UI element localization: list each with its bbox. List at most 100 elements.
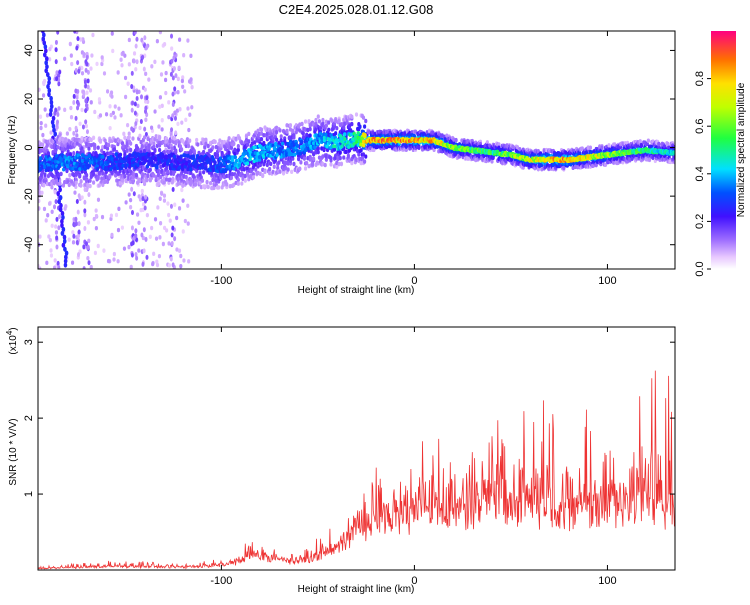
spectrogram-cell xyxy=(59,202,63,209)
spectrogram-cell xyxy=(128,164,132,169)
spectrogram-cell xyxy=(170,58,174,64)
spectrogram-cell xyxy=(108,125,112,131)
spectrogram-cell xyxy=(211,145,215,150)
spectrogram-cell xyxy=(337,118,341,123)
spectrogram-cell xyxy=(60,222,64,228)
spectrogram-cell xyxy=(295,143,300,148)
spectrogram-cell xyxy=(55,76,59,82)
spectrogram-cell xyxy=(588,145,593,150)
spectrogram-cell xyxy=(227,136,231,141)
spectrogram-cell xyxy=(173,136,177,141)
spectrogram-cell xyxy=(184,117,188,123)
spectrogram-cell xyxy=(38,198,41,204)
spectrogram-cell xyxy=(166,201,170,206)
spectrogram-cell xyxy=(134,233,138,239)
spectrogram-cell xyxy=(54,59,58,65)
spectrogram-cell xyxy=(69,115,74,120)
spectrogram-cell xyxy=(133,101,137,107)
spectrogram-cell xyxy=(639,142,644,148)
spectrogram-cell xyxy=(147,152,151,157)
spectrogram-cell xyxy=(171,75,175,81)
spectrogram-cell xyxy=(122,246,127,251)
spectrogram-cell xyxy=(75,198,79,204)
spectrogram-cell xyxy=(142,66,146,72)
spectrogram-cell xyxy=(88,88,93,93)
spectrogram-cell xyxy=(132,157,136,162)
spectrogram-cell xyxy=(312,156,316,162)
spectrogram-cell xyxy=(217,185,221,190)
spectrogram-cell xyxy=(129,205,133,210)
spectrogram-cell xyxy=(308,126,312,132)
spectrogram-cell xyxy=(140,232,144,238)
spectrogram-cell xyxy=(193,182,198,187)
spectrogram-cell xyxy=(123,174,127,179)
spectrogram-cell xyxy=(74,88,78,94)
spectrogram-cell xyxy=(298,166,302,171)
spectrogram-cell xyxy=(42,32,46,38)
spectrogram-cell xyxy=(491,155,495,160)
spectrogram-cell xyxy=(167,158,171,163)
spectrogram-cell xyxy=(110,94,114,99)
spectrogram-cell xyxy=(175,215,179,221)
spectrogram-cell xyxy=(335,164,339,169)
spectrogram-cell xyxy=(43,44,48,50)
spectrogram-cell xyxy=(240,140,244,145)
spectrogram-cell xyxy=(203,184,207,189)
spectrogram-cell xyxy=(338,155,342,161)
spectrogram-cell xyxy=(95,61,99,67)
spectrogram-cell xyxy=(152,141,156,146)
spectrogram-cell xyxy=(190,85,194,90)
spectrogram-cell xyxy=(160,191,164,196)
figure-title: C2E4.2025.028.01.12.G08 xyxy=(279,2,434,17)
spectrogram-cell xyxy=(50,209,54,214)
spectrogram-cell xyxy=(84,67,88,73)
spectrogram-cell xyxy=(126,122,130,128)
spectrogram-cell xyxy=(259,137,264,142)
spectrogram-cell xyxy=(39,125,43,131)
spectrogram-cell xyxy=(83,212,87,218)
spectrogram-cell xyxy=(139,207,143,213)
spectrogram-cell xyxy=(149,160,154,165)
spectrogram-cell xyxy=(48,111,53,117)
spectrogram-cell xyxy=(356,148,360,154)
spectrogram-cell xyxy=(247,139,251,144)
spectrogram-cell xyxy=(80,107,84,113)
spectrogram-cell xyxy=(117,106,121,111)
spectrogram-cell xyxy=(129,197,133,203)
spectrogram-cell xyxy=(364,118,368,124)
spectrogram-cell xyxy=(84,83,88,89)
spectrogram-cell xyxy=(65,168,69,174)
spectrogram-cell xyxy=(79,37,83,42)
spectrogram-cell xyxy=(364,154,368,159)
spectrogram-cell xyxy=(258,162,262,168)
spectrogram-cell xyxy=(57,106,61,111)
spectrogram-cell xyxy=(158,135,162,141)
spectrogram-cell xyxy=(323,162,327,168)
spectrogram-cell xyxy=(321,117,325,123)
spectrogram-cell xyxy=(62,238,67,244)
spectrogram-cell xyxy=(116,227,121,233)
spectrogram-cell xyxy=(82,51,86,57)
spectrogram-cell xyxy=(156,172,161,178)
spectrogram-cell xyxy=(300,121,304,127)
spectrogram-cell xyxy=(124,178,128,183)
spectrogram-cell xyxy=(361,115,366,120)
spectrogram-cell xyxy=(42,183,46,188)
spectrogram-cell xyxy=(121,163,125,168)
spectrogram-cell xyxy=(130,252,134,258)
spectrogram-cell xyxy=(110,31,114,36)
spectrogram-cell xyxy=(116,70,120,75)
spectrogram-cell xyxy=(122,131,126,137)
spectrogram-cell xyxy=(143,205,147,211)
spectrogram-cell xyxy=(89,66,93,71)
spectrogram-cell xyxy=(105,166,109,171)
spectrogram-cell xyxy=(187,127,191,133)
spectrogram-cell xyxy=(171,113,175,119)
spectrogram-cell xyxy=(186,38,190,43)
spectrogram-cell xyxy=(113,166,117,171)
spectrogram-cell xyxy=(167,212,171,218)
spectrogram-cell xyxy=(76,209,80,215)
spectrogram-cell xyxy=(85,178,89,184)
spectrogram-cell xyxy=(204,137,208,142)
spectrogram-cell xyxy=(65,131,69,136)
